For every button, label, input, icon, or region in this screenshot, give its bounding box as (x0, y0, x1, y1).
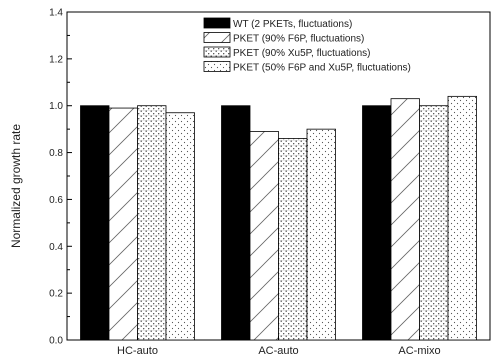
bar-1-ac-auto (221, 105, 251, 341)
legend-label: PKET (90% Xu5P, fluctuations) (233, 48, 371, 59)
bar-4-ac-auto (306, 128, 336, 341)
bar-3-ac-auto (278, 138, 308, 341)
bars-group (80, 95, 477, 341)
legend-swatch (203, 32, 231, 43)
y-tick-label: 0.6 (49, 195, 63, 206)
y-tick-label: 1.2 (49, 54, 63, 65)
y-tick-label: 0.2 (49, 289, 63, 300)
y-tick-label: 0.0 (49, 336, 63, 347)
x-tick-label: AC-auto (258, 345, 298, 357)
x-axis: HC-auto AC-auto AC-mixo (117, 336, 441, 357)
y-tick-label: 1.4 (49, 8, 63, 19)
y-axis: 0.0 0.2 0.4 0.6 0.8 1.0 1.2 1.4 (49, 8, 72, 347)
bar-1-hc-auto (80, 105, 110, 341)
legend-swatch (203, 61, 231, 72)
x-tick-label: HC-auto (117, 345, 158, 357)
y-tick-label: 0.4 (49, 242, 63, 253)
bar-3-ac-mixo (419, 105, 449, 341)
y-tick-label: 1.0 (49, 101, 63, 112)
y-tick-label: 0.8 (49, 148, 63, 159)
legend: WT (2 PKETs, fluctuations) PKET (90% F6P,… (203, 17, 411, 74)
bar-2-ac-auto (249, 131, 279, 341)
y-axis-title: Normalized growth rate (9, 124, 23, 248)
bar-4-hc-auto (165, 112, 195, 341)
x-tick-label: AC-mixo (398, 345, 440, 357)
bar-2-ac-mixo (390, 98, 420, 341)
bar-4-ac-mixo (447, 95, 477, 341)
legend-label: PKET (50% F6P and Xu5P, fluctuations) (233, 63, 411, 74)
bar-2-hc-auto (108, 107, 138, 341)
legend-label: WT (2 PKETs, fluctuations) (233, 19, 352, 30)
bar-3-hc-auto (137, 105, 167, 341)
bar-1-ac-mixo (362, 105, 392, 341)
legend-swatch (203, 46, 231, 58)
legend-swatch (203, 17, 231, 29)
legend-label: PKET (90% F6P, fluctuations) (233, 34, 364, 45)
